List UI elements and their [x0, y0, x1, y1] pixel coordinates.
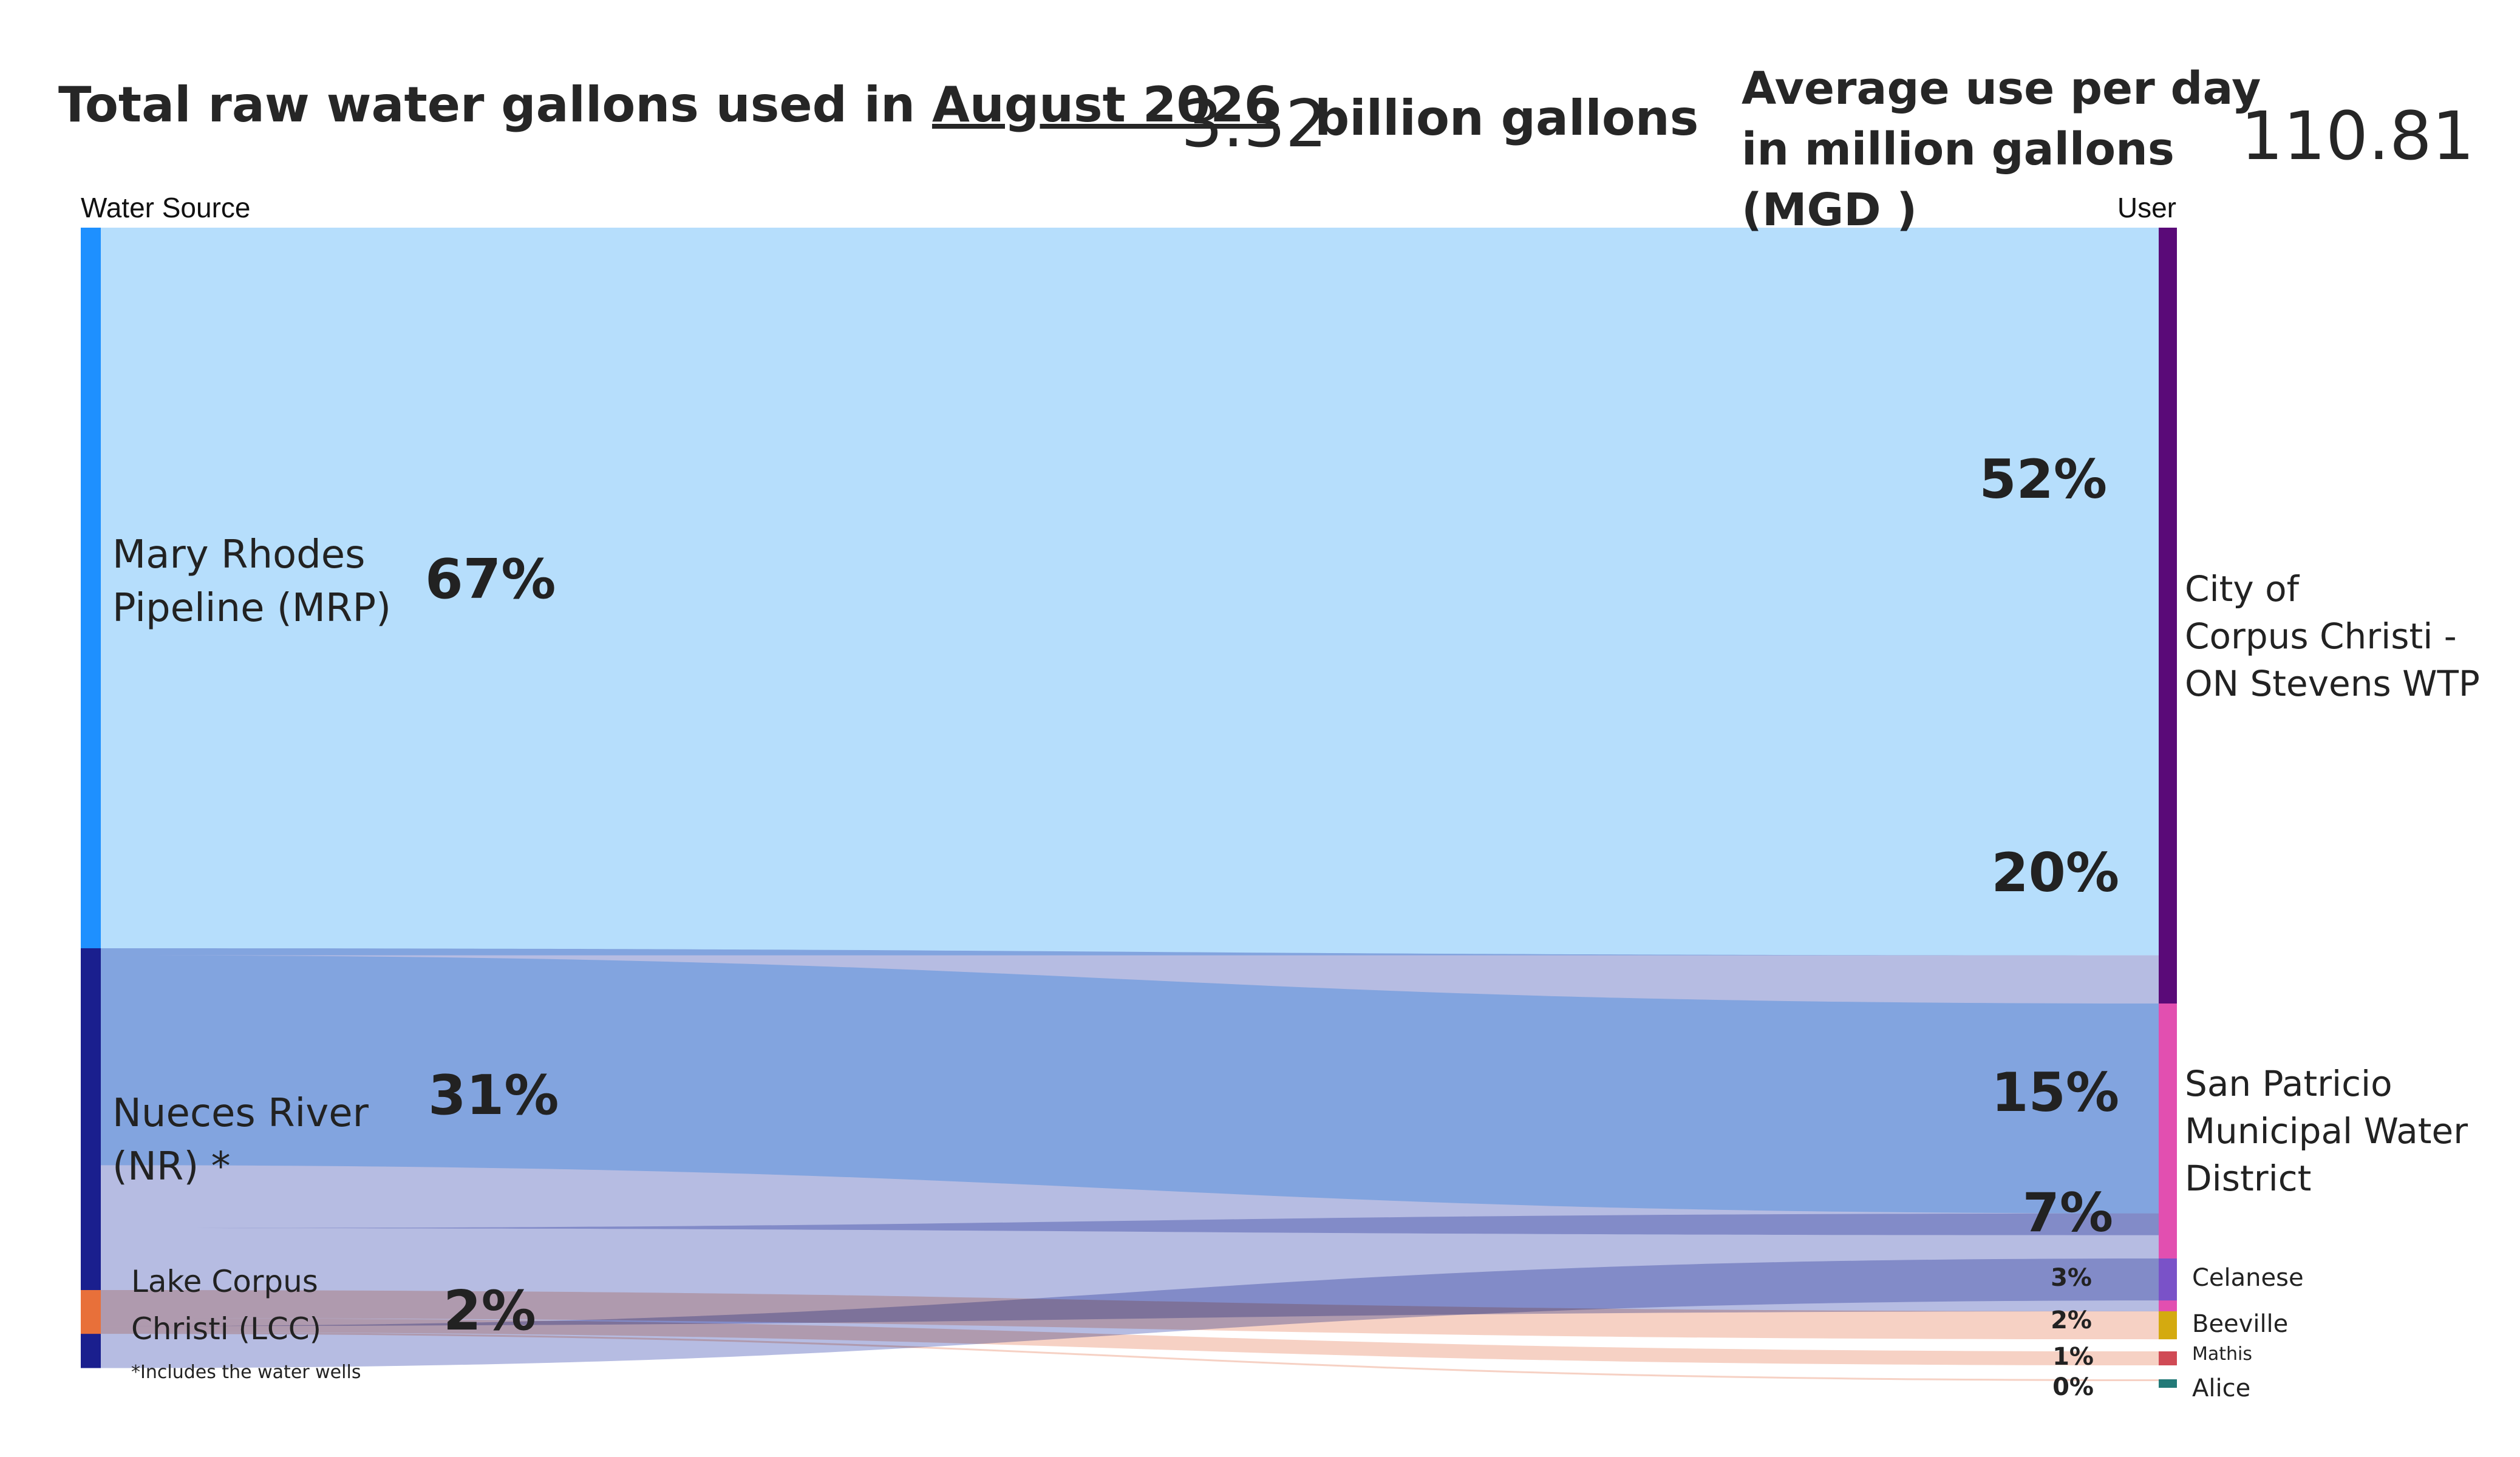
- total-gallons-value: 3.32: [1181, 86, 1327, 162]
- sankey-nodes: [81, 228, 2177, 1388]
- target-column-label: User: [2117, 192, 2176, 223]
- target-node-CEL: [2159, 1258, 2177, 1301]
- source-label-MRP: Mary Rhodes Pipeline (MRP): [112, 532, 391, 631]
- source-node-LCC: [81, 1290, 101, 1334]
- target-node-BEE: [2159, 1311, 2177, 1340]
- target-label-CEL: Celanese: [2192, 1264, 2304, 1292]
- sankey-labels: Mary Rhodes Pipeline (MRP) 67% Nueces River…: [112, 448, 2480, 1402]
- total-gallons-unit: billion gallons: [1315, 90, 1699, 146]
- target-label-SP: San Patricio Municipal Water District: [2185, 1063, 2468, 1199]
- source-label-NR: Nueces River (NR) *: [112, 1091, 369, 1189]
- flow-percent-LCC-ALI: 0%: [2052, 1373, 2094, 1401]
- link-LCC-BEE: [101, 1290, 2159, 1340]
- flow-percent-NR-CEL: 3%: [2051, 1264, 2092, 1292]
- flow-percent-LCC-MAT: 1%: [2052, 1343, 2094, 1371]
- source-percent-LCC: 2%: [443, 1279, 536, 1343]
- source-label-LCC: Lake Corpus Christi (LCC): [131, 1264, 321, 1347]
- average-use-label: Average use per day in million gallons (…: [1742, 63, 2261, 236]
- flow-percent-LCC-BEE: 2%: [2051, 1306, 2092, 1334]
- flow-percent-MRP-CC: 52%: [1979, 448, 2107, 511]
- link-LCC-ALI: [101, 1332, 2159, 1381]
- average-use-value: 110.81: [2241, 97, 2474, 175]
- source-column-label: Water Source: [81, 192, 251, 223]
- flow-percent-NR-CC: 20%: [1991, 841, 2119, 904]
- source-percent-NR: 31%: [428, 1064, 559, 1127]
- target-label-MAT: Mathis: [2192, 1343, 2252, 1365]
- link-MRP-SP: [101, 955, 2159, 1214]
- target-label-ALI: Alice: [2192, 1374, 2250, 1402]
- target-node-ALI: [2159, 1379, 2177, 1388]
- link-MRP-CC: [101, 228, 2159, 956]
- flow-percent-NR-SP: 7%: [2023, 1181, 2113, 1244]
- sankey-links: [101, 228, 2159, 1381]
- target-label-CC: City of Corpus Christi -ON Stevens WTP: [2185, 568, 2480, 704]
- title-month: August 2026: [931, 76, 1278, 133]
- link-LCC-MAT: [101, 1318, 2159, 1366]
- chart-title: Total raw water gallons used in August 2…: [58, 76, 1278, 133]
- source-percent-MRP: 67%: [425, 548, 556, 611]
- footnote: *Includes the water wells: [131, 1362, 361, 1383]
- target-node-MAT: [2159, 1351, 2177, 1366]
- target-label-BEE: Beeville: [2192, 1310, 2288, 1338]
- title-prefix: Total raw water gallons used in: [58, 76, 932, 133]
- flow-percent-MRP-SP: 15%: [1991, 1061, 2119, 1124]
